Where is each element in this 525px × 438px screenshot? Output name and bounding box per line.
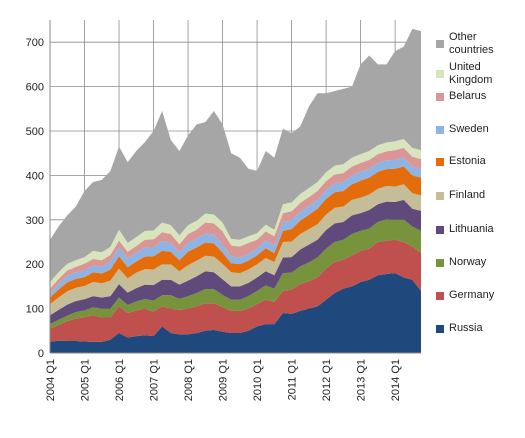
x-tick-label: 2014 Q1 [390, 359, 402, 401]
legend-item: Lithuania [436, 223, 524, 236]
y-tick-label: 400 [26, 170, 44, 182]
area [50, 199, 421, 325]
area [50, 157, 421, 298]
legend-swatch [436, 258, 444, 267]
area [50, 147, 421, 294]
legend-item: Russia [436, 322, 524, 335]
legend-item: Other countries [436, 31, 524, 57]
y-tick-label: 500 [26, 126, 44, 138]
legend-label: Estonia [449, 155, 486, 167]
x-tick-label: 2010 Q1 [252, 359, 264, 401]
x-tick-label: 2007 Q1 [149, 359, 161, 401]
legend-label: Germany [449, 289, 495, 301]
legend-swatch [436, 191, 444, 200]
legend-swatch [436, 92, 444, 101]
x-tick-label: 2004 Q1 [45, 359, 57, 401]
legend-item: Sweden [436, 123, 524, 136]
y-tick-label: 600 [26, 82, 44, 94]
legend-label: Norway [449, 256, 487, 268]
legend-label: Lithuania [449, 223, 494, 235]
area [50, 239, 421, 342]
legend-item: Belarus [436, 90, 524, 103]
x-tick-label: 2013 Q1 [356, 359, 368, 401]
legend-swatch [436, 40, 444, 48]
legend-swatch [436, 324, 444, 333]
x-tick-label: 2006 Q1 [114, 359, 126, 401]
legend-item: Finland [436, 189, 524, 202]
legend-item: Germany [436, 289, 524, 302]
area [50, 184, 421, 316]
legend-item: United Kingdom [436, 61, 524, 87]
x-tick-label: 2012 Q1 [321, 359, 333, 401]
y-tick-label: 700 [26, 37, 44, 49]
legend-swatch [436, 70, 444, 78]
y-tick-label: 300 [26, 215, 44, 227]
legend-label: Finland [449, 189, 486, 201]
legend-swatch [436, 225, 444, 234]
y-tick-label: 100 [26, 304, 44, 316]
legend-label: Sweden [449, 123, 489, 135]
legend-swatch [436, 291, 444, 300]
legend-label: Russia [449, 322, 483, 334]
legend-swatch [436, 157, 444, 166]
legend-label: United Kingdom [449, 61, 493, 86]
legend-item: Estonia [436, 155, 524, 168]
y-tick-label: 200 [26, 259, 44, 271]
legend-swatch [436, 125, 444, 134]
x-tick-label: 2009 Q1 [218, 359, 230, 401]
y-tick-label: 0 [38, 348, 44, 360]
area [50, 138, 421, 289]
area [50, 28, 421, 282]
x-tick-label: 2011 Q1 [287, 359, 299, 400]
x-tick-label: 2008 Q1 [183, 359, 195, 401]
legend-label: Belarus [449, 90, 487, 102]
area [50, 219, 421, 329]
x-tick-label: 2005 Q1 [80, 359, 92, 401]
area [50, 273, 421, 353]
area [50, 166, 421, 305]
legend-label: Other countries [449, 31, 494, 56]
legend-item: Norway [436, 256, 524, 269]
